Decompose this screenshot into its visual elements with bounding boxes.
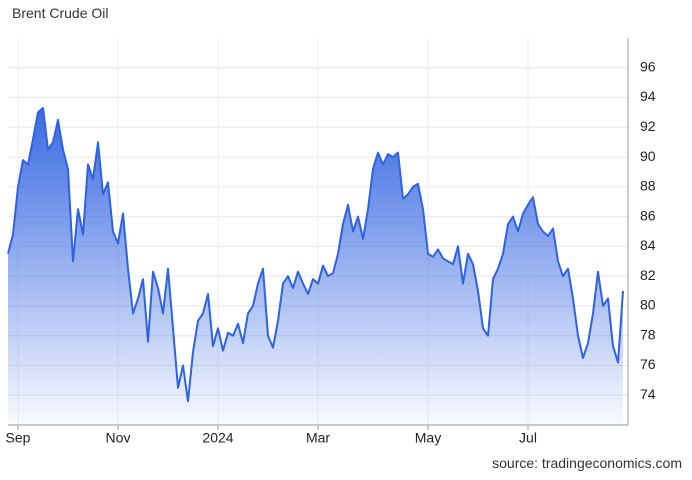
x-tick-label: May xyxy=(415,430,441,446)
price-line xyxy=(7,107,624,403)
y-tick-label: 96 xyxy=(640,58,656,74)
x-tick-label: Jul xyxy=(519,430,537,446)
x-tick-label: Mar xyxy=(306,430,330,446)
y-tick-label: 94 xyxy=(640,88,656,104)
x-tick-label: 2024 xyxy=(202,430,233,446)
y-tick-label: 86 xyxy=(640,207,656,223)
y-tick-label: 80 xyxy=(640,297,656,313)
y-tick-label: 84 xyxy=(640,237,656,253)
x-tick-label: Sep xyxy=(6,430,31,446)
y-tick-label: 92 xyxy=(640,118,656,134)
y-tick-label: 78 xyxy=(640,326,656,342)
x-tick-label: Nov xyxy=(106,430,131,446)
source-note: source: tradingeconomics.com xyxy=(492,455,682,471)
y-tick-label: 90 xyxy=(640,148,656,164)
y-tick-label: 88 xyxy=(640,178,656,194)
y-tick-label: 74 xyxy=(640,386,656,402)
area-fill xyxy=(8,108,623,425)
chart-title: Brent Crude Oil xyxy=(12,5,108,21)
y-tick-label: 82 xyxy=(640,267,656,283)
y-tick-label: 76 xyxy=(640,356,656,372)
